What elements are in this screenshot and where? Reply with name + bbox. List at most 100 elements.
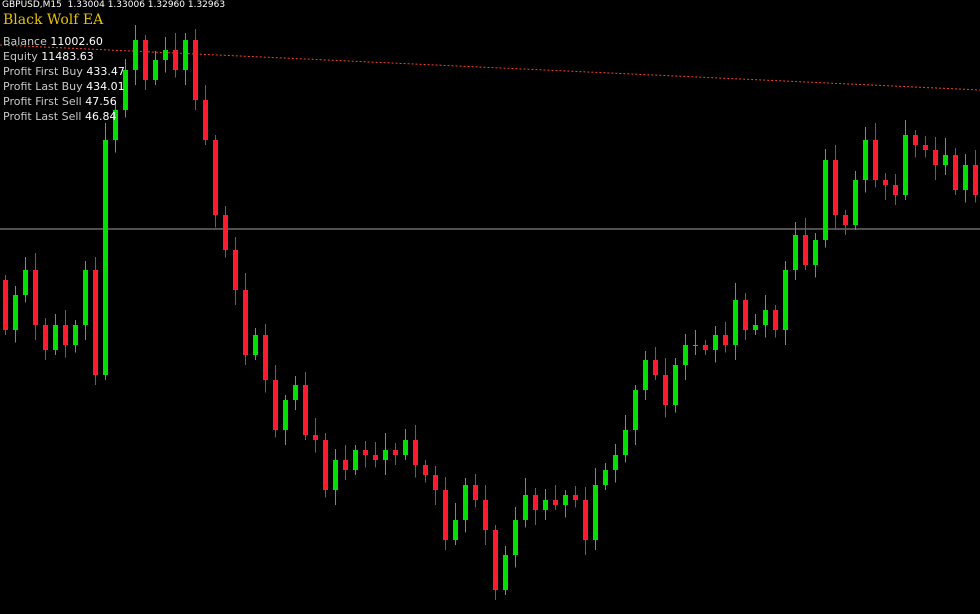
candle-body [613, 455, 618, 470]
candle [473, 474, 478, 508]
candle-body [243, 290, 248, 355]
candle [83, 261, 88, 340]
candle-body [143, 40, 148, 80]
trend-line[interactable] [0, 44, 980, 91]
candle-body [383, 450, 388, 460]
candle [283, 395, 288, 445]
candle [693, 330, 698, 355]
ea-title: Black Wolf EA [3, 12, 104, 28]
candle [143, 35, 148, 90]
candle [293, 376, 298, 410]
candle-body [603, 470, 608, 485]
candle [953, 148, 958, 195]
candle-body [163, 50, 168, 60]
candle-body [183, 40, 188, 70]
info-row-profit-last-buy: Profit Last Buy 434.01 [3, 80, 125, 93]
candle [593, 468, 598, 550]
candle [73, 320, 78, 353]
candle [623, 415, 628, 463]
candle [103, 123, 108, 380]
candle [13, 286, 18, 343]
candle [563, 490, 568, 518]
candle [423, 460, 428, 483]
info-row-profit-first-buy: Profit First Buy 433.47 [3, 65, 125, 78]
candle [793, 222, 798, 280]
candle [873, 123, 878, 188]
candle [513, 507, 518, 568]
candle [543, 489, 548, 520]
candle-body [723, 335, 728, 345]
candle [583, 487, 588, 555]
candle [573, 486, 578, 508]
candle [903, 120, 908, 200]
candle [213, 135, 218, 228]
candle-body [173, 50, 178, 70]
candle [933, 137, 938, 180]
candle [443, 477, 448, 550]
candle-body [313, 435, 318, 440]
candle [633, 385, 638, 445]
candle [843, 210, 848, 235]
candle-body [643, 360, 648, 390]
candle-body [713, 335, 718, 350]
candle-body [563, 495, 568, 505]
candle-body [843, 215, 848, 225]
candle [763, 295, 768, 338]
candle [663, 358, 668, 418]
candle-body [3, 280, 8, 330]
candle-body [323, 440, 328, 490]
candle-body [763, 310, 768, 325]
candle-body [83, 270, 88, 325]
candle-body [53, 325, 58, 350]
candle [463, 478, 468, 533]
candle [823, 149, 828, 248]
candle [743, 293, 748, 340]
candle [113, 103, 118, 153]
candle-body [583, 500, 588, 540]
candle [383, 433, 388, 475]
candle-body [253, 335, 258, 355]
candle-body [193, 40, 198, 100]
candle [603, 463, 608, 490]
candle-body [963, 165, 968, 190]
candle [713, 326, 718, 363]
info-row-profit-first-sell: Profit First Sell 47.56 [3, 95, 117, 108]
candle [323, 433, 328, 498]
candle-body [33, 270, 38, 325]
candle-body [923, 145, 928, 150]
candle [483, 485, 488, 545]
candle [503, 546, 508, 595]
candle-body [203, 100, 208, 140]
candle [313, 418, 318, 453]
candle [413, 425, 418, 478]
candle [33, 253, 38, 340]
candle-body [663, 375, 668, 405]
candle-body [943, 155, 948, 165]
candle-body [23, 270, 28, 295]
candle-body [353, 450, 358, 470]
candle-body [653, 360, 658, 375]
candle [363, 441, 368, 468]
candle-body [63, 325, 68, 345]
candle-body [753, 325, 758, 330]
candle-body [503, 555, 508, 590]
candle-body [233, 250, 238, 290]
candle-body [393, 450, 398, 455]
candle [23, 257, 28, 303]
candle-body [873, 140, 878, 180]
candle-body [333, 460, 338, 490]
candle-body [973, 165, 978, 195]
candle-body [593, 485, 598, 540]
candle-body [213, 140, 218, 215]
candle-body [493, 530, 498, 590]
candle-body [853, 180, 858, 225]
candle-body [123, 70, 128, 110]
candle-body [743, 300, 748, 330]
candle-body [373, 455, 378, 460]
candle-body [633, 390, 638, 430]
candle-body [683, 345, 688, 365]
candle-body [433, 475, 438, 490]
candle-body [803, 235, 808, 265]
candle [243, 273, 248, 365]
